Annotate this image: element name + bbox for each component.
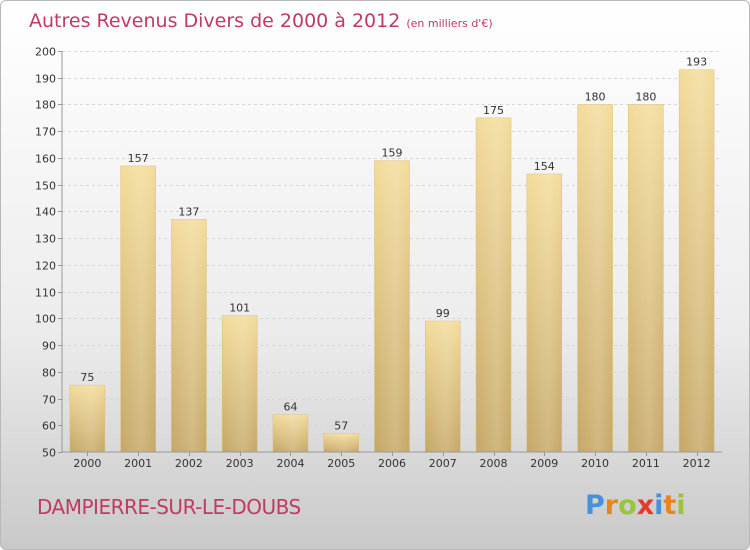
title-text: Autres Revenus Divers de 2000 à 2012 — [29, 10, 401, 32]
bar-highlight — [476, 117, 512, 452]
y-tick-label: 190 — [35, 73, 56, 86]
y-tick-label: 160 — [35, 153, 56, 166]
y-tick-label: 100 — [35, 313, 56, 326]
data-label: 99 — [436, 307, 450, 320]
bar-highlight — [577, 104, 613, 452]
x-tick-label: 2002 — [175, 457, 203, 470]
x-tick-label: 2003 — [226, 457, 254, 470]
y-axis: 50 60 70 80 90 100 110 120 130 140 150 160 170 180 190… — [35, 46, 63, 460]
data-label: 101 — [229, 302, 250, 315]
bar-highlight — [526, 173, 562, 452]
bar-highlight — [425, 321, 461, 452]
data-label: 75 — [80, 371, 94, 384]
logo-letter: t — [663, 490, 677, 521]
data-label: 137 — [178, 205, 199, 218]
y-tick-label: 180 — [35, 99, 56, 112]
x-tick-label: 2001 — [124, 457, 152, 470]
y-tick-label: 80 — [42, 367, 56, 380]
proxiti-logo: Proxiti — [585, 490, 686, 521]
logo-letter: r — [604, 490, 619, 521]
commune-name: DAMPIERRE-SUR-LE-DOUBS — [37, 495, 301, 519]
bar-highlight — [222, 315, 258, 452]
bar-highlight — [679, 69, 715, 453]
x-tick-label: 2005 — [327, 457, 355, 470]
logo-letter: i — [654, 490, 664, 521]
x-tick-label: 2012 — [683, 457, 711, 470]
bar-highlight — [171, 219, 207, 452]
data-label: 64 — [283, 401, 297, 414]
y-tick-label: 50 — [42, 447, 56, 460]
logo-letter: i — [676, 490, 686, 521]
chart-title: Autres Revenus Divers de 2000 à 2012 (en … — [29, 10, 493, 32]
x-tick-label: 2011 — [632, 457, 660, 470]
bar-highlight — [323, 433, 359, 452]
y-tick-label: 70 — [42, 394, 56, 407]
y-tick-label: 150 — [35, 180, 56, 193]
x-axis: 2000 2001 2002 2003 2004 2005 2006 2007 2008 2009… — [62, 451, 722, 470]
data-label: 180 — [635, 90, 656, 103]
data-label: 159 — [382, 147, 403, 160]
bar-highlight — [69, 385, 105, 452]
y-tick-label: 60 — [42, 420, 56, 433]
bar-highlight — [120, 165, 156, 452]
logo-letter: x — [636, 490, 655, 521]
x-tick-label: 2008 — [480, 457, 508, 470]
bars: 75 157 137 101 64 57 159 99 175 154 180 180 193 — [69, 56, 715, 453]
data-label: 57 — [334, 419, 348, 432]
unit-label: (en milliers d'€) — [406, 17, 493, 30]
logo-letter: P — [585, 490, 605, 521]
y-tick-label: 130 — [35, 233, 56, 246]
bar-highlight — [272, 414, 308, 452]
y-tick-label: 170 — [35, 126, 56, 139]
data-label: 157 — [128, 152, 149, 165]
data-label: 175 — [483, 104, 504, 117]
data-label: 180 — [585, 90, 606, 103]
y-tick-label: 200 — [35, 46, 56, 59]
x-tick-label: 2004 — [276, 457, 304, 470]
y-tick-label: 140 — [35, 206, 56, 219]
bar-highlight — [374, 160, 410, 452]
bar-highlight — [628, 104, 664, 452]
data-label: 193 — [686, 56, 707, 69]
x-tick-label: 2006 — [378, 457, 406, 470]
x-tick-label: 2000 — [73, 457, 101, 470]
x-tick-label: 2009 — [530, 457, 558, 470]
data-label: 154 — [534, 160, 555, 173]
x-tick-label: 2007 — [429, 457, 457, 470]
logo-letter: o — [618, 490, 637, 521]
y-tick-label: 120 — [35, 260, 56, 273]
y-tick-label: 110 — [35, 287, 56, 300]
x-tick-label: 2010 — [581, 457, 609, 470]
y-tick-label: 90 — [42, 340, 56, 353]
